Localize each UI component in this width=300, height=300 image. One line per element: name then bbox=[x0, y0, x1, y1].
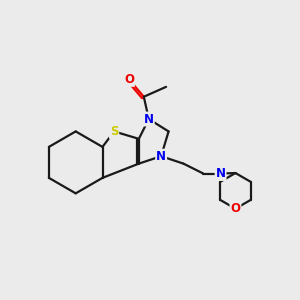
Text: S: S bbox=[110, 125, 118, 138]
Text: O: O bbox=[124, 73, 134, 86]
Text: N: N bbox=[216, 167, 226, 180]
Text: N: N bbox=[156, 150, 166, 163]
Text: O: O bbox=[230, 202, 241, 215]
Text: N: N bbox=[144, 112, 154, 125]
